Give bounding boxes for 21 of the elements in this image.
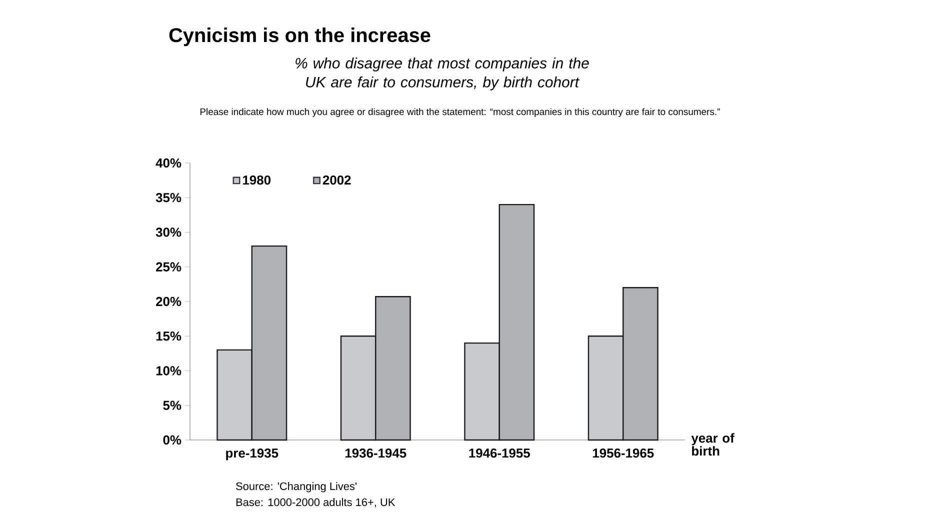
text: Please indicate how much you agree or disagree with the statement: “most companies in this country are fair to consumers.”: [200, 108, 720, 117]
y-tick-label: 30%: [156, 228, 182, 237]
source-note: Source: 'Changing Lives': [236, 482, 357, 492]
y-tick-label: 5%: [163, 400, 182, 410]
x-tick-label: pre-1935: [226, 448, 278, 460]
x-tick-label: 1936-1945: [345, 448, 406, 458]
y-tick-label: 40%: [156, 158, 182, 168]
y-tick-label: 15%: [156, 332, 182, 341]
legend-label: 2002: [322, 175, 351, 185]
y-tick-label: 35%: [156, 193, 182, 202]
text: Base: 1000-2000 adults 16+, UK: [236, 498, 396, 508]
chart-title: Cynicism is on the increase: [169, 28, 430, 46]
legend-label: 1980: [243, 175, 270, 185]
y-tick-label: 0%: [163, 435, 182, 445]
chart-subtitle: % who disagree that most companies in the UK are fair to consumers, by birth cohort: [296, 58, 589, 90]
x-tick-label: 1946-1955: [469, 448, 530, 458]
x-tick-label: 1956-1965: [592, 448, 654, 458]
x-axis-title: year of birth: [691, 433, 734, 456]
y-tick-label: 25%: [156, 262, 182, 272]
y-tick-label: 10%: [156, 366, 182, 376]
y-tick-label: 20%: [156, 296, 182, 306]
